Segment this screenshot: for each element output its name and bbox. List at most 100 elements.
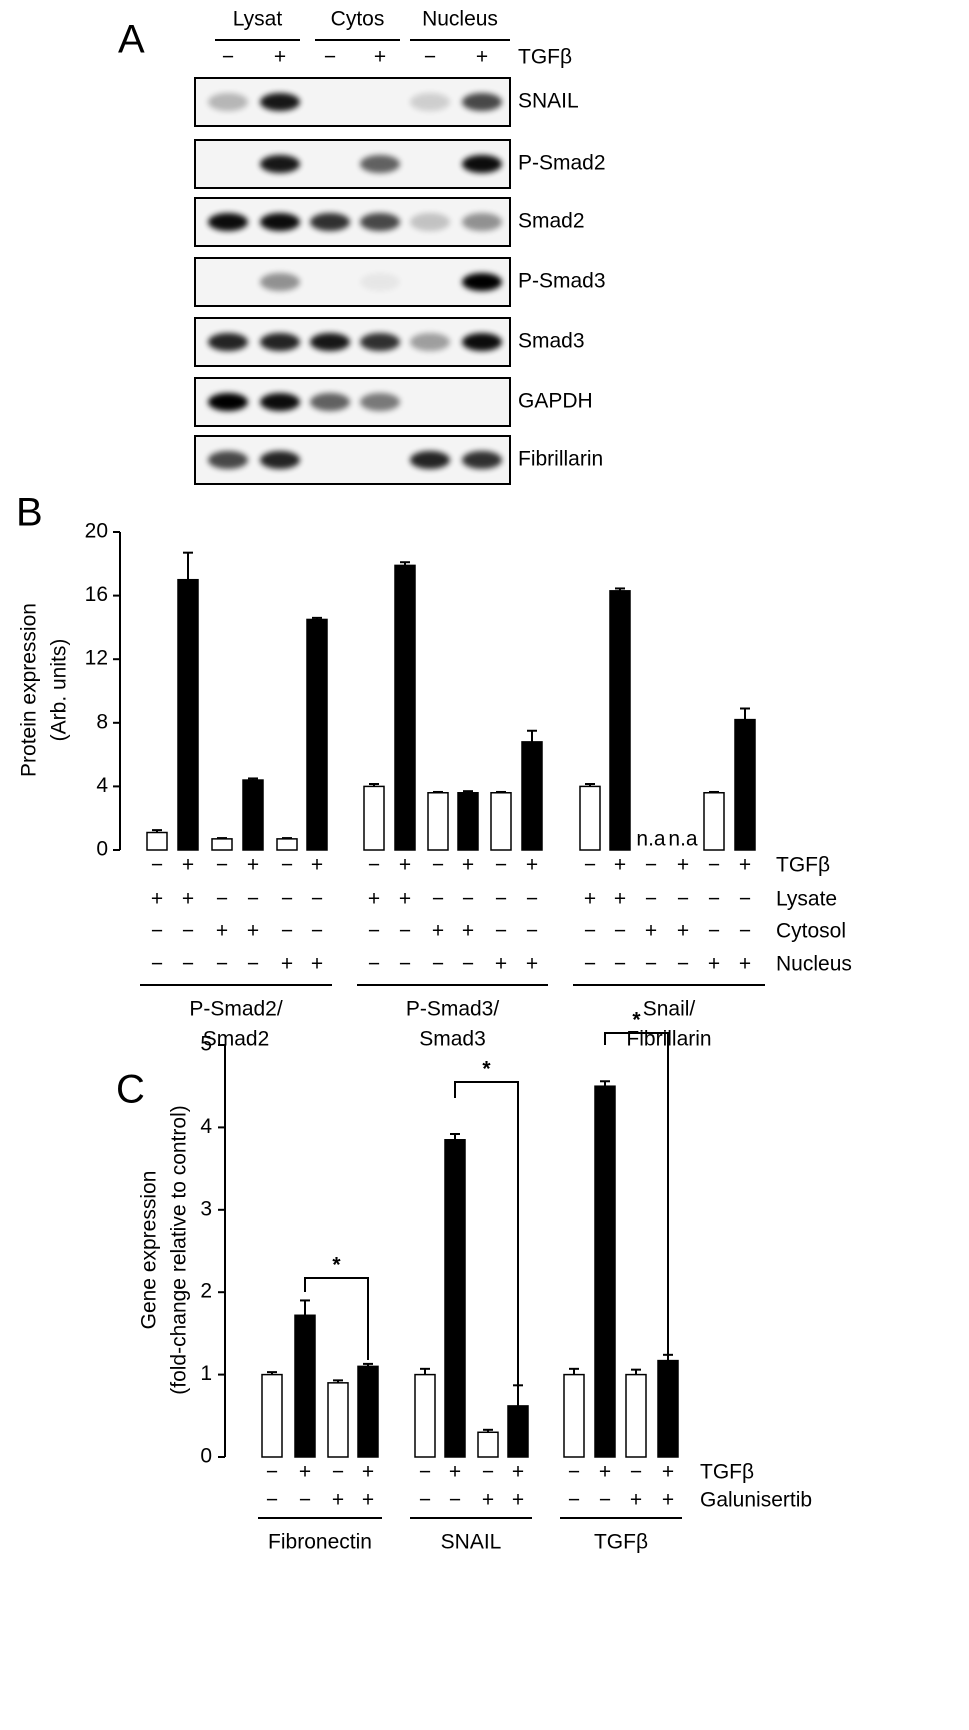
sign: −	[584, 854, 596, 877]
band	[260, 93, 300, 111]
sign: −	[462, 888, 474, 911]
bar	[276, 838, 298, 851]
significance-bracket	[304, 1277, 369, 1360]
sign: −	[677, 953, 689, 976]
bar	[242, 779, 264, 851]
band	[208, 451, 248, 469]
sign: +	[662, 1461, 674, 1484]
bar	[146, 831, 168, 851]
protein-label: SNAIL	[518, 90, 579, 113]
band	[260, 273, 300, 291]
sign: −	[630, 1461, 642, 1484]
sign: −	[311, 920, 323, 943]
sign: +	[739, 854, 751, 877]
band	[208, 333, 248, 351]
sign: +	[281, 953, 293, 976]
sign: +	[476, 46, 488, 69]
sign: −	[424, 46, 436, 69]
bar	[609, 590, 631, 851]
sign: −	[677, 888, 689, 911]
sign: −	[645, 854, 657, 877]
sign: −	[526, 888, 538, 911]
sign: +	[599, 1461, 611, 1484]
group-label: SNAIL	[441, 1531, 502, 1554]
sign: −	[266, 1461, 278, 1484]
bar	[444, 1139, 466, 1458]
sign: −	[495, 854, 507, 877]
sign: +	[677, 854, 689, 877]
sign: +	[630, 1489, 642, 1512]
sign: −	[222, 46, 234, 69]
sign: +	[449, 1461, 461, 1484]
protein-label: Fibrillarin	[518, 448, 603, 471]
y-axis-label: (Arb. units)	[48, 639, 71, 742]
sign: −	[584, 920, 596, 943]
sign: −	[739, 920, 751, 943]
band	[260, 451, 300, 469]
y-tick-label: 4	[96, 774, 108, 797]
band	[462, 213, 502, 231]
bar	[521, 741, 543, 851]
band	[260, 393, 300, 411]
bar	[306, 618, 328, 851]
sign: −	[599, 1489, 611, 1512]
band	[360, 155, 400, 173]
sign: +	[495, 953, 507, 976]
sign: −	[368, 920, 380, 943]
sign: −	[568, 1461, 580, 1484]
sign: −	[708, 888, 720, 911]
bar	[363, 785, 385, 851]
sign: +	[399, 854, 411, 877]
protein-label: GAPDH	[518, 390, 593, 413]
blot-box	[194, 139, 511, 189]
band	[208, 213, 248, 231]
band	[410, 93, 450, 111]
sign: −	[708, 854, 720, 877]
bar	[579, 785, 601, 851]
band	[208, 393, 248, 411]
sign: −	[432, 854, 444, 877]
bar	[477, 1431, 499, 1458]
sign: +	[584, 888, 596, 911]
band	[360, 333, 400, 351]
sign: +	[512, 1489, 524, 1512]
significance-bracket	[604, 1032, 669, 1355]
band	[260, 155, 300, 173]
bar	[414, 1373, 436, 1458]
sign: −	[151, 953, 163, 976]
sign: −	[419, 1489, 431, 1512]
value-label: n.a	[668, 828, 698, 851]
sign: −	[645, 888, 657, 911]
bar	[625, 1373, 647, 1458]
lane-label: Lysat	[233, 8, 283, 31]
sign: −	[324, 46, 336, 69]
significance-mark: *	[632, 1009, 641, 1032]
protein-label: P-Smad3	[518, 270, 606, 293]
sign: +	[526, 953, 538, 976]
y-axis-label: Gene expression	[138, 1171, 161, 1330]
y-tick-label: 5	[200, 1033, 212, 1056]
sign: +	[739, 953, 751, 976]
sign: −	[399, 920, 411, 943]
bar	[594, 1085, 616, 1458]
lane-label: Nucleus	[422, 8, 498, 31]
condition-label: TGFβ	[776, 854, 830, 877]
band	[208, 93, 248, 111]
sign: −	[432, 953, 444, 976]
band	[360, 273, 400, 291]
significance-bracket	[454, 1081, 519, 1400]
sign: −	[432, 888, 444, 911]
protein-label: Smad3	[518, 330, 585, 353]
sign: −	[266, 1489, 278, 1512]
bar	[507, 1405, 529, 1458]
bar	[490, 792, 512, 851]
sign: +	[462, 920, 474, 943]
sign: +	[247, 854, 259, 877]
bar	[261, 1373, 283, 1458]
y-tick-label: 1	[200, 1362, 212, 1385]
condition-label: Nucleus	[776, 953, 852, 976]
band	[310, 393, 350, 411]
bar	[394, 564, 416, 851]
sign: −	[311, 888, 323, 911]
